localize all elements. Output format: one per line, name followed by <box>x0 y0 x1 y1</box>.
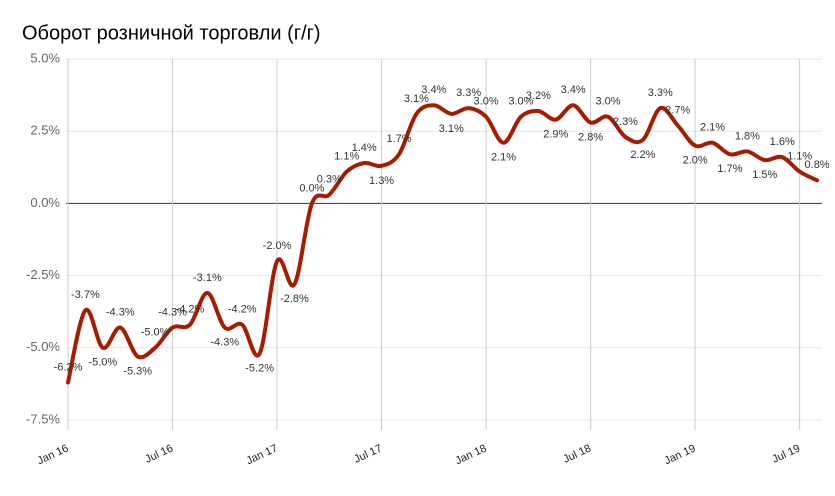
data-label: 3.0% <box>508 96 533 108</box>
data-label: 3.3% <box>648 87 673 99</box>
data-label: 3.4% <box>561 84 586 96</box>
data-label: -5.3% <box>123 365 152 377</box>
data-label: 1.1% <box>787 151 812 163</box>
data-label: -5.0% <box>88 357 117 369</box>
data-label: 3.2% <box>526 90 551 102</box>
data-label: 2.1% <box>700 122 725 134</box>
y-tick-label: 0.0% <box>30 195 60 210</box>
data-label: -4.2% <box>228 304 257 316</box>
data-label: -3.7% <box>71 289 100 301</box>
data-label: 2.7% <box>665 104 690 116</box>
y-tick-label: 5.0% <box>30 50 60 65</box>
data-label: 2.8% <box>578 131 603 143</box>
y-tick-label: -2.5% <box>26 267 60 282</box>
data-label: -4.3% <box>158 306 187 318</box>
data-label: -5.0% <box>141 327 170 339</box>
data-label: -6.2% <box>54 361 83 373</box>
data-label: 2.3% <box>613 116 638 128</box>
data-label: -3.1% <box>193 272 222 284</box>
y-tick-label: 2.5% <box>30 123 60 138</box>
line <box>66 103 820 385</box>
data-label: 1.4% <box>352 142 377 154</box>
data-label: 3.3% <box>456 87 481 99</box>
data-label: 1.6% <box>770 136 795 148</box>
data-label: 2.9% <box>543 129 568 141</box>
data-label: 1.1% <box>334 151 359 163</box>
data-label: 2.0% <box>683 155 708 167</box>
data-label: 1.5% <box>752 169 777 181</box>
data-label: 1.3% <box>369 175 394 187</box>
data-label: 3.0% <box>474 96 499 108</box>
y-tick-label: -5.0% <box>26 339 60 354</box>
data-label: 3.0% <box>595 96 620 108</box>
data-label: 2.2% <box>630 149 655 161</box>
data-label: 0.8% <box>805 159 830 171</box>
y-tick-label: -7.5% <box>26 411 60 426</box>
data-label: 2.1% <box>491 152 516 164</box>
data-label: 1.7% <box>717 163 742 175</box>
data-label: 3.1% <box>404 93 429 105</box>
data-label: -2.8% <box>280 293 309 305</box>
data-label: 0.0% <box>299 182 324 194</box>
data-label: 1.8% <box>735 130 760 142</box>
data-label: -4.2% <box>176 304 205 316</box>
data-label: -4.3% <box>106 306 135 318</box>
chart-title: Оборот розничной торговли (г/г) <box>22 22 321 44</box>
data-label: 0.3% <box>317 174 342 186</box>
data-label: 3.1% <box>439 123 464 135</box>
data-label: -2.0% <box>263 240 292 252</box>
data-label: -5.2% <box>245 362 274 374</box>
data-label: 1.7% <box>386 133 411 145</box>
data-label: 3.4% <box>421 84 446 96</box>
data-label: -4.3% <box>210 336 239 348</box>
